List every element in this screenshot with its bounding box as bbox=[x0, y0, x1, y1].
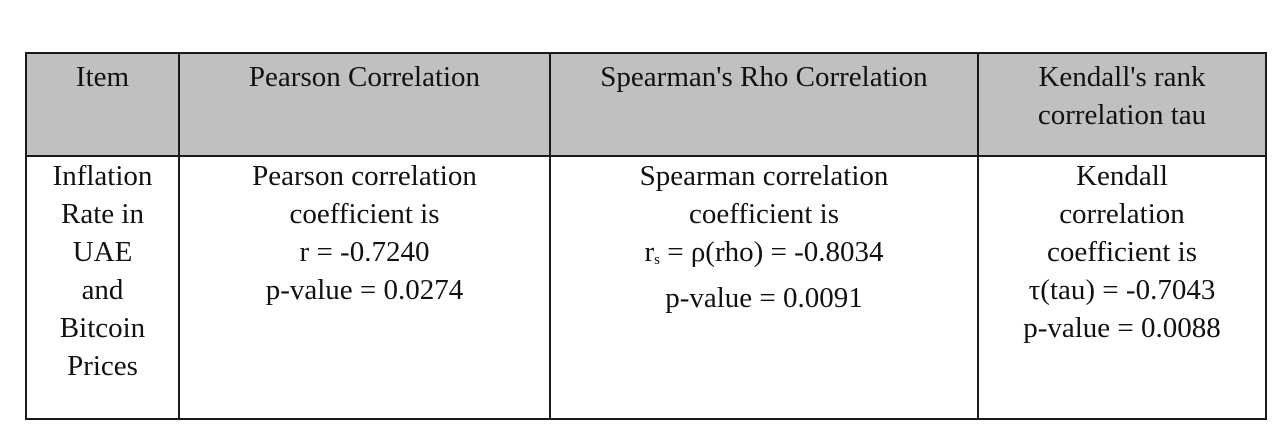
header-item: Item bbox=[25, 52, 180, 157]
spearman-line1: Spearman correlation bbox=[639, 160, 889, 192]
item-line: Inflation bbox=[52, 160, 153, 192]
spearman-p-value: p-value = 0.0091 bbox=[665, 282, 863, 314]
spearman-line2: coefficient is bbox=[688, 198, 840, 230]
pearson-line1: Pearson correlation bbox=[252, 160, 477, 192]
pearson-line2: coefficient is bbox=[289, 198, 440, 230]
header-spearman: Spearman's Rho Correlation bbox=[549, 52, 979, 157]
kendall-p-value: p-value = 0.0088 bbox=[1023, 312, 1221, 344]
pearson-stat-symbol: r bbox=[299, 236, 310, 268]
item-cell: Inflation Rate in UAE and Bitcoin Prices bbox=[25, 155, 180, 420]
table-row: Inflation Rate in UAE and Bitcoin Prices… bbox=[25, 155, 1267, 420]
header-row: Item Pearson Correlation Spearman's Rho … bbox=[25, 52, 1267, 157]
item-line: Rate in bbox=[61, 198, 144, 230]
spearman-stat-symbol: r bbox=[644, 236, 655, 268]
kendall-statistic: τ(tau) = -0.7043 bbox=[1028, 274, 1216, 306]
item-line: Bitcoin bbox=[59, 312, 146, 344]
pearson-stat-value: = -0.7240 bbox=[309, 236, 430, 268]
item-line: and bbox=[81, 274, 124, 306]
item-line: Prices bbox=[67, 350, 138, 382]
pearson-p-value: p-value = 0.0274 bbox=[265, 274, 464, 306]
spearman-statistic: rs = ρ(rho) = -0.8034 bbox=[557, 233, 971, 279]
kendall-cell: Kendall correlation coefficient is τ(tau… bbox=[977, 155, 1267, 420]
spearman-cell: Spearman correlation coefficient is rs =… bbox=[549, 155, 979, 420]
pearson-cell: Pearson correlation coefficient is r = -… bbox=[178, 155, 551, 420]
kendall-line3: coefficient is bbox=[1046, 236, 1198, 268]
correlation-table: Item Pearson Correlation Spearman's Rho … bbox=[25, 52, 1267, 420]
pearson-statistic: r = -0.7240 bbox=[186, 233, 543, 271]
spearman-stat-value: = ρ(rho) = -0.8034 bbox=[659, 236, 884, 268]
kendall-line2: correlation bbox=[1059, 198, 1185, 230]
header-pearson: Pearson Correlation bbox=[178, 52, 551, 157]
kendall-line1: Kendall bbox=[1076, 160, 1168, 192]
spearman-stat-subscript: s bbox=[654, 252, 660, 268]
header-kendall: Kendall's rank correlation tau bbox=[977, 52, 1267, 157]
item-line: UAE bbox=[72, 236, 133, 268]
